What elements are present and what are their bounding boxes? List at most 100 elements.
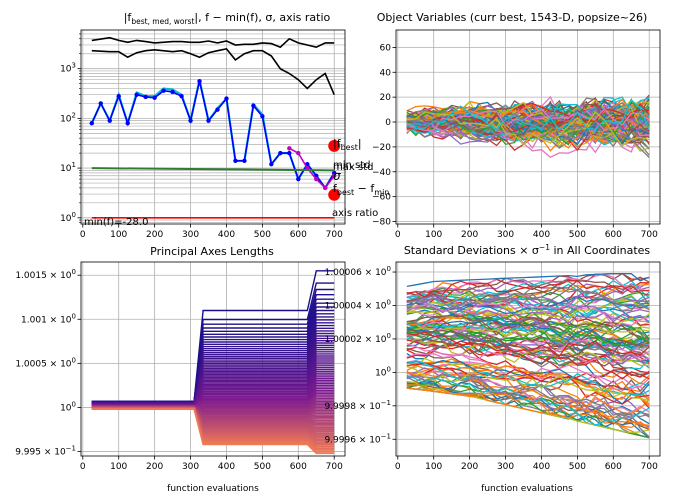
data-point [143, 94, 148, 100]
x-tick-label: 600 [290, 230, 307, 240]
std-devs-y-ticks: 9.9996 × 10−1 9.9998 × 10−1 100 1.00002 × 1… [324, 265, 396, 445]
x-tick-label: 500 [254, 462, 271, 472]
x-tick-label: 400 [218, 462, 235, 472]
data-point [188, 118, 193, 123]
std-dev-line [406, 273, 650, 298]
object-variables-axes-frame [395, 29, 661, 225]
data-point [161, 88, 166, 93]
series-line-sigma [91, 167, 335, 172]
x-tick-label: 300 [497, 462, 514, 472]
x-tick-label: 200 [146, 462, 163, 472]
std-devs-title: Standard Deviations × σ−1 in All Coordin… [404, 243, 651, 257]
y-tick-label: 1.00004 × 100 [325, 298, 391, 311]
y-tick-label: 100 [375, 365, 391, 378]
y-tick-label: 9.995 × 10−1 [15, 445, 76, 458]
std-dev-line [406, 361, 650, 392]
object-variable-line [406, 99, 650, 131]
data-point [134, 92, 139, 97]
data-point [269, 161, 274, 167]
x-tick-label: 100 [425, 230, 442, 240]
object-variables-panel: Object Variables (curr best, 1543-D, pop… [372, 11, 661, 240]
y-tick-label: 1.001 × 100 [21, 312, 76, 325]
data-point [152, 95, 157, 100]
series-line-worst [91, 36, 335, 49]
std-dev-line [406, 311, 650, 345]
x-tick-label: 200 [461, 230, 478, 240]
data-point [179, 93, 184, 99]
y-tick-label: 1.0015 × 100 [15, 268, 76, 281]
data-point [197, 78, 202, 84]
object-variables-title: Object Variables (curr best, 1543-D, pop… [377, 11, 648, 24]
x-tick-label: 700 [326, 230, 343, 240]
data-point [89, 120, 94, 126]
object-variable-line [406, 108, 650, 145]
x-tick-label: 300 [497, 230, 514, 240]
x-tick-label: 700 [641, 230, 658, 240]
object-variable-line [406, 109, 650, 143]
std-dev-line [406, 314, 650, 344]
x-tick-label: 500 [569, 462, 586, 472]
std-dev-line [406, 367, 650, 409]
final-value-marker [328, 188, 341, 201]
std-dev-line [406, 368, 650, 415]
std-dev-line [406, 300, 650, 323]
x-tick-label: 100 [110, 230, 127, 240]
y-tick-label: 100 [60, 211, 76, 224]
object-variables-y-ticks: −80 −60 −40 −20 0 20 40 60 [372, 43, 396, 228]
object-variable-line [406, 103, 650, 137]
y-tick-label: −80 [372, 218, 391, 228]
object-variable-line [406, 111, 650, 147]
fvalue-grid [81, 30, 345, 224]
annotation-sigma: σ [333, 169, 341, 183]
fvalue-markers [328, 139, 341, 201]
std-dev-line [406, 301, 650, 328]
fvalue-panel: |fbest, med, worst|, f − min(f), σ, axis… [60, 11, 389, 240]
object-variables-series [406, 94, 650, 158]
std-dev-line [406, 280, 650, 298]
data-point [170, 89, 175, 95]
std-dev-line [406, 290, 650, 311]
data-point [107, 118, 112, 123]
x-tick-label: 100 [110, 462, 127, 472]
object-variable-line [406, 103, 650, 132]
x-tick-label: 100 [425, 462, 442, 472]
data-point [260, 114, 265, 119]
std-devs-x-ticks: 0 100 200 300 400 500 600 700 [395, 456, 658, 472]
principal-axes-series [91, 270, 335, 455]
y-tick-label: 9.9998 × 10−1 [324, 399, 391, 412]
data-point [98, 101, 103, 106]
object-variable-line [406, 112, 650, 141]
std-dev-line [406, 295, 650, 315]
x-tick-label: 500 [569, 230, 586, 240]
y-tick-label: 100 [60, 400, 76, 413]
data-point [332, 173, 337, 178]
std-dev-line [406, 358, 650, 401]
data-point [242, 158, 247, 164]
data-point [296, 150, 301, 156]
y-tick-label: 102 [60, 111, 76, 124]
fvalue-x-ticks: 0 100 200 300 400 500 600 700 [80, 224, 343, 240]
x-tick-label: 600 [605, 462, 622, 472]
x-tick-label: 0 [80, 230, 86, 240]
series-line-f-min-f- [91, 81, 335, 190]
x-tick-label: 600 [290, 462, 307, 472]
principal-axes-y-ticks: 9.995 × 10−1 100 1.0005 × 100 1.001 × 100 1.… [15, 268, 81, 458]
std-dev-line [406, 373, 650, 418]
std-dev-line [406, 380, 650, 439]
x-tick-label: 700 [641, 462, 658, 472]
x-tick-label: 200 [461, 462, 478, 472]
final-value-marker [328, 139, 341, 152]
x-tick-label: 0 [395, 230, 401, 240]
std-dev-line [406, 324, 650, 364]
y-tick-label: 40 [380, 68, 392, 78]
std-devs-series [406, 272, 650, 439]
y-tick-label: 20 [380, 93, 392, 103]
y-tick-label: 9.9996 × 10−1 [324, 432, 391, 445]
fvalue-axes-frame [80, 29, 346, 225]
std-dev-line [406, 272, 650, 296]
std-devs-axes-frame [395, 261, 661, 457]
label-f-best: |fbest| [333, 137, 362, 152]
x-tick-label: 400 [533, 230, 550, 240]
